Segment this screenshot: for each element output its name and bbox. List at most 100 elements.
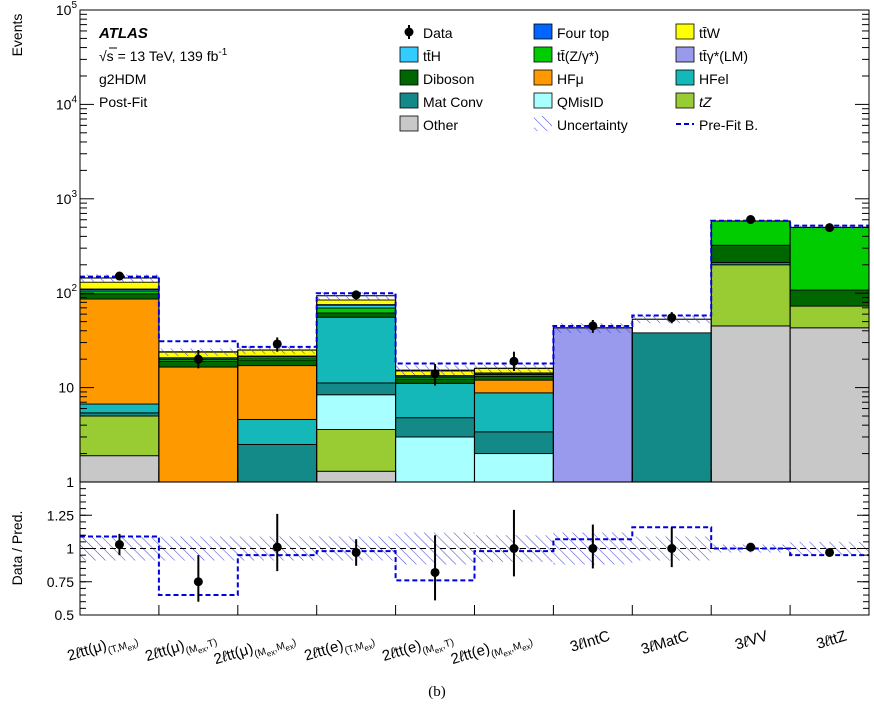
data-point-4 (430, 369, 440, 379)
legend-swatch-7 (533, 69, 553, 86)
bar-segment-3-8 (316, 307, 397, 314)
legend-swatch-12 (399, 115, 419, 132)
x-category-labels: 2ℓtt(μ)(T,Mex)2ℓtt(μ)(Mex,T)2ℓtt(μ)(Mex,… (65, 628, 848, 674)
bar-segment-4-4 (395, 382, 475, 419)
bar-segment-5-7 (474, 375, 554, 381)
x-category-label-5: 2ℓtt(e)(Mex,Mex) (449, 628, 535, 674)
ratio-point-1 (193, 577, 203, 587)
legend-label-13: Uncertainty (557, 117, 628, 133)
model-label: g2HDM (99, 71, 146, 87)
y-tick-label-4: 104 (56, 94, 78, 112)
ratio-point-5 (509, 544, 519, 553)
ratio-point-8 (746, 542, 756, 552)
bar-segment-0-3 (79, 412, 160, 417)
ratio-tick-label-0: 0.5 (55, 607, 75, 623)
ratio-axis-title: Data / Pred. (9, 511, 25, 586)
y-tick-label-1: 10 (58, 380, 74, 396)
bar-segment-0-5 (79, 298, 160, 405)
bar-segment-3-1 (316, 429, 397, 472)
bar-segment-5-4 (474, 392, 554, 433)
ratio-point-9 (825, 547, 835, 557)
legend-label-0: Data (423, 25, 453, 41)
bar-segment-8-1 (710, 264, 791, 327)
ratio-data-points (114, 509, 835, 602)
legend-swatch-5 (675, 46, 695, 63)
bar-segment-8-8 (710, 220, 791, 246)
legend-label-10: QMisID (557, 94, 604, 110)
data-point-5 (509, 356, 519, 366)
ratio-point-3 (351, 547, 361, 557)
bar-segment-8-7 (710, 244, 791, 263)
main-y-axis: 1 10 102 103 104 105 (56, 0, 869, 490)
bar-segment-4-2 (395, 436, 475, 483)
bar-segment-3-11 (316, 299, 397, 306)
bar-segment-3-0 (316, 470, 397, 483)
legend-label-7: HFμ (557, 71, 584, 87)
y-tick-label-5: 105 (56, 0, 78, 18)
ratio-point-2 (272, 542, 282, 552)
data-point-9 (825, 223, 835, 233)
legend-swatch-8 (675, 69, 695, 86)
x-category-label-1: 2ℓtt(μ)(Mex,T) (143, 628, 219, 671)
x-category-label-7: 3ℓMatC (639, 628, 691, 659)
fit-label: Post-Fit (99, 94, 147, 110)
prefit-lines (80, 219, 869, 365)
legend-swatch-1 (533, 23, 553, 40)
bar-segment-5-5 (474, 379, 554, 394)
x-category-label-4: 2ℓtt(e)(Mex,T) (380, 628, 456, 671)
ratio-point-0 (114, 540, 124, 550)
bar-segment-6-6 (552, 327, 633, 483)
bar-segment-5-3 (474, 431, 554, 455)
bar-segment-2-7 (237, 359, 318, 367)
bar-segment-0-4 (79, 403, 160, 414)
bar-segment-5-2 (474, 453, 554, 483)
legend-label-1: Four top (557, 25, 609, 41)
legend-label-5: tt̄γ*(LM) (699, 48, 748, 64)
x-category-label-8: 3ℓVV (733, 628, 770, 654)
data-point-7 (667, 313, 677, 323)
bar-segment-2-3 (237, 443, 318, 483)
ratio-uncertainty-1 (158, 536, 238, 561)
legend-swatch-10 (533, 92, 553, 109)
bar-segment-0-7 (79, 293, 160, 300)
legend-swatch-4 (533, 46, 553, 63)
legend-swatch-2 (675, 23, 695, 40)
legend-label-14: Pre-Fit B. (699, 117, 758, 133)
bar-segment-3-3 (316, 382, 397, 396)
x-category-label-9: 3ℓttZ (814, 628, 848, 653)
legend-marker-data (404, 27, 414, 37)
ratio-tick-label-1: 0.75 (47, 574, 74, 590)
legend: Data Four top tt̄W tt̄H tt̄(Z/γ*) tt̄γ*(LM) Di… (399, 23, 758, 133)
bar-segment-9-1 (789, 305, 870, 329)
x-category-label-6: 3ℓIntC (568, 628, 612, 656)
bar-segment-0-0 (79, 455, 160, 483)
bar-segment-7-3 (631, 332, 712, 483)
bar-segment-0-11 (79, 281, 160, 290)
ratio-point-7 (667, 544, 677, 553)
bar-segment-3-2 (316, 394, 397, 430)
legend-label-8: HFel (699, 71, 729, 87)
legend-label-9: Mat Conv (423, 94, 483, 110)
legend-label-11: tZ (699, 94, 712, 110)
data-point-2 (272, 339, 282, 349)
ratio-tick-label-2: 1 (66, 541, 74, 557)
bar-segment-9-7 (789, 289, 870, 307)
x-category-label-2: 2ℓtt(μ)(Mex,Mex) (212, 628, 298, 674)
prefit-step-line (80, 219, 869, 365)
data-point-3 (351, 290, 361, 300)
bar-segment-9-0 (789, 327, 870, 483)
legend-swatch-6 (399, 69, 419, 86)
legend-swatch-3 (399, 46, 419, 63)
legend-swatch-11 (675, 92, 695, 109)
bar-segment-3-7 (316, 312, 397, 318)
legend-swatch-hatch (534, 116, 552, 131)
legend-label-4: tt̄(Z/γ*) (557, 48, 599, 64)
data-point-0 (114, 271, 124, 281)
data-points (114, 215, 835, 386)
bar-segment-2-5 (237, 365, 318, 420)
bar-segment-2-4 (237, 418, 318, 445)
bar-segment-4-3 (395, 417, 475, 438)
x-category-label-3: 2ℓtt(e)(T,Mex) (302, 628, 377, 671)
ratio-prefit-step-line (80, 526, 869, 597)
